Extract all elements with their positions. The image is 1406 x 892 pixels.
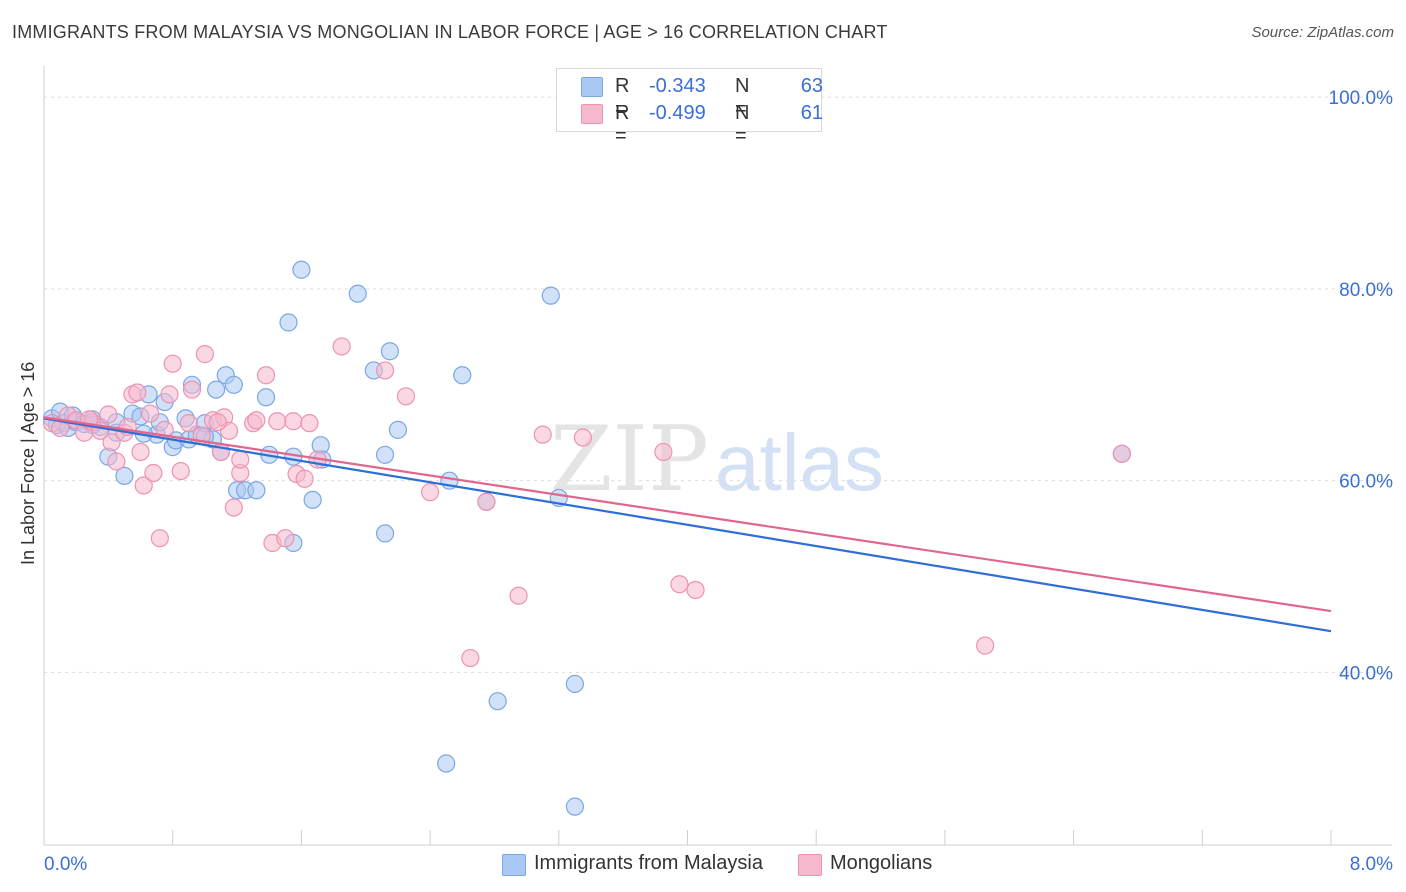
label-layer: 40.0% 60.0% 80.0% 100.0% 0.0% 8.0% xyxy=(44,88,1393,875)
malaysia-point xyxy=(247,481,266,500)
watermark: ZIP atlas xyxy=(550,407,884,512)
x-tick-label: 0.0% xyxy=(44,854,87,875)
malaysia-point xyxy=(292,260,311,279)
mongolians-point xyxy=(533,425,552,444)
mongolians-point xyxy=(375,361,395,380)
mongolians-point xyxy=(195,345,214,364)
mongolians-point xyxy=(150,529,169,548)
y-tick-label: 60.0% xyxy=(1339,472,1393,493)
malaysia-point xyxy=(115,466,134,485)
mongolians-legend-swatch xyxy=(798,854,822,876)
malaysia-r-value: -0.343 xyxy=(649,75,706,97)
watermark-zip: ZIP xyxy=(550,407,709,512)
malaysia-point xyxy=(303,490,322,509)
mongolians-point xyxy=(284,412,303,431)
mongolians-point xyxy=(99,405,118,424)
mongolians-point xyxy=(976,636,995,655)
y-tick-label: 40.0% xyxy=(1339,663,1393,684)
mongolians-point xyxy=(295,469,314,488)
mongolians-point xyxy=(134,476,153,495)
malaysia-point xyxy=(224,375,243,394)
mongolians-point xyxy=(171,461,190,481)
malaysia-point xyxy=(437,754,456,773)
chart-title: IMMIGRANTS FROM MALAYSIA VS MONGOLIAN IN… xyxy=(12,22,888,42)
malaysia-swatch xyxy=(581,77,603,97)
mongolians-trend-line xyxy=(43,416,1332,613)
mongolians-point xyxy=(670,575,689,594)
mongolians-point xyxy=(102,433,121,452)
grid-layer xyxy=(44,96,1392,673)
malaysia-point xyxy=(380,342,399,361)
mongolians-point xyxy=(141,404,160,423)
mongolians-point xyxy=(224,498,243,517)
mongolians-point xyxy=(1112,444,1131,463)
points-layer xyxy=(42,260,1131,816)
mongolians-point xyxy=(268,412,287,431)
mongolians-point xyxy=(509,586,528,605)
mongolians-point xyxy=(231,450,250,469)
mongolians-point xyxy=(654,442,673,462)
mongolians-point xyxy=(128,383,147,402)
mongolians-point xyxy=(182,380,202,399)
malaysia-point xyxy=(256,388,276,407)
mongolians-point xyxy=(160,385,179,404)
mongolians-point xyxy=(477,492,496,511)
mongolians-point xyxy=(208,413,227,432)
malaysia-point xyxy=(279,313,298,332)
mongolians-point xyxy=(686,580,705,600)
malaysia-legend-swatch xyxy=(502,854,526,876)
source-credit: Source: ZipAtlas.com xyxy=(1251,24,1394,41)
stats-legend: R = -0.343 N = 63 R = -0.499 N = 61 xyxy=(556,68,823,147)
mongolians-point xyxy=(300,414,319,433)
mongolians-point xyxy=(332,337,351,356)
mongolians-r-value: -0.499 xyxy=(649,102,706,124)
mongolians-n-value: 61 xyxy=(800,102,823,124)
malaysia-point xyxy=(348,284,367,303)
mongolians-swatch xyxy=(581,104,603,124)
malaysia-point xyxy=(488,692,507,711)
mongolians-legend-label: Mongolians xyxy=(830,852,933,874)
mongolians-point xyxy=(247,411,266,430)
y-axis-title: In Labor Force | Age > 16 xyxy=(18,361,38,565)
mongolians-n-label: N = xyxy=(735,102,750,147)
malaysia-point xyxy=(375,445,395,464)
trend-layer xyxy=(43,416,1332,633)
malaysia-point xyxy=(541,286,560,305)
malaysia-legend-label: Immigrants from Malaysia xyxy=(534,852,763,874)
mongolians-point xyxy=(144,463,163,483)
mongolians-point xyxy=(461,648,480,668)
x-tick-label: 8.0% xyxy=(1350,854,1393,875)
mongolians-point xyxy=(421,483,440,502)
malaysia-point xyxy=(565,797,584,816)
mongolians-point xyxy=(276,529,295,548)
malaysia-point xyxy=(375,524,395,543)
malaysia-r-label: R = xyxy=(615,75,630,120)
watermark-atlas: atlas xyxy=(715,418,884,507)
malaysia-n-value: 63 xyxy=(800,75,823,97)
malaysia-point xyxy=(388,420,408,439)
y-tick-label: 80.0% xyxy=(1339,280,1393,301)
mongolians-point xyxy=(573,428,593,447)
axis-layer xyxy=(43,66,1392,846)
mongolians-r-label: R = xyxy=(615,102,630,147)
mongolians-point xyxy=(163,354,182,373)
malaysia-trend-line xyxy=(43,417,1332,633)
mongolians-point xyxy=(396,387,416,406)
mongolians-point xyxy=(131,442,150,462)
malaysia-n-label: N = xyxy=(735,75,750,120)
mongolians-point xyxy=(179,414,198,433)
malaysia-point xyxy=(565,674,584,694)
malaysia-point xyxy=(453,366,472,385)
malaysia-point xyxy=(207,380,226,399)
y-tick-label: 100.0% xyxy=(1329,88,1394,109)
mongolians-point xyxy=(256,366,276,385)
mongolians-point xyxy=(107,452,126,471)
